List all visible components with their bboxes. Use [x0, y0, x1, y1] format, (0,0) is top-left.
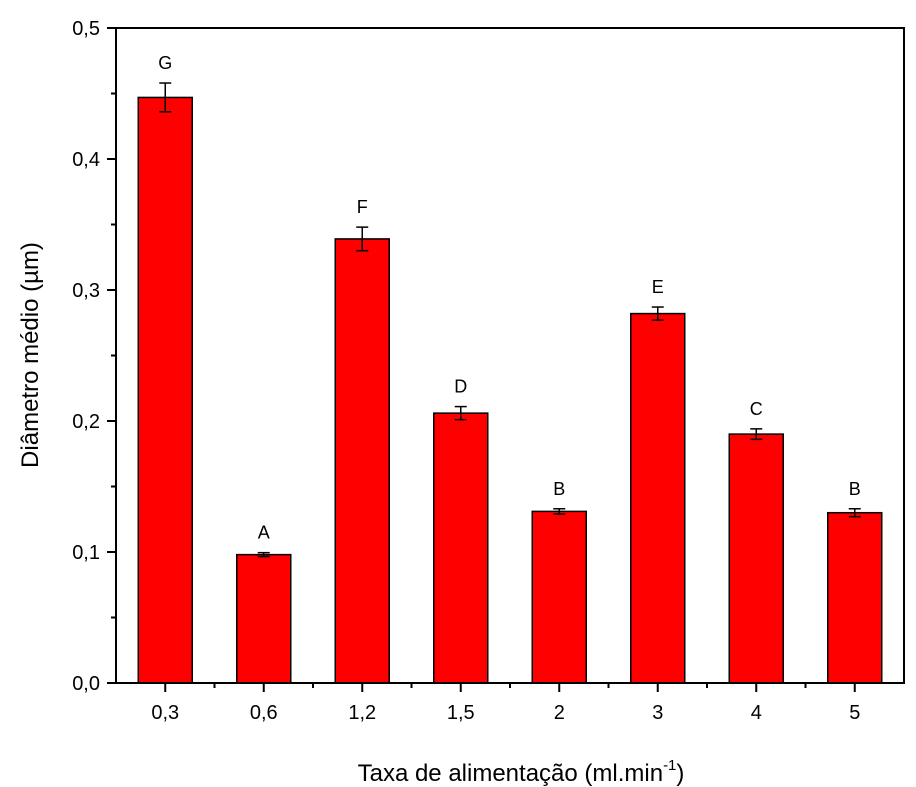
y-tick-label: 0,2: [72, 411, 100, 433]
x-tick-label: 5: [849, 702, 860, 724]
significance-letter: E: [652, 277, 664, 297]
x-axis-title: Taxa de alimentação (ml.min-1): [358, 757, 685, 787]
bars-layer: G A F D B E C B: [137, 53, 883, 684]
bar: [334, 238, 390, 684]
significance-letter: B: [849, 479, 861, 499]
x-tick-label: 1,2: [348, 702, 376, 724]
x-tick-label: 1,5: [447, 702, 475, 724]
significance-letter: D: [454, 377, 467, 397]
y-ticks: 0,0 0,1 0,2 0,3 0,4 0,5: [72, 18, 116, 695]
significance-letter: B: [553, 479, 565, 499]
bar: [531, 510, 587, 684]
plot-frame: [115, 27, 905, 684]
x-tick-label: 3: [652, 702, 663, 724]
bar: [728, 433, 784, 684]
bar: [137, 96, 193, 684]
y-tick-label: 0,4: [72, 149, 100, 171]
x-axis-title-superscript: -1: [663, 757, 676, 774]
significance-letter: G: [158, 53, 172, 73]
axes-layer: [115, 27, 905, 684]
bar: [236, 553, 292, 684]
x-ticks: 0,3 0,6 1,2 1,5 2 3 4 5: [151, 683, 860, 724]
bar: [827, 511, 883, 684]
bar: [433, 412, 489, 684]
y-axis-title: Diâmetro médio (µm): [17, 242, 44, 468]
x-tick-label: 0,6: [250, 702, 278, 724]
x-tick-label: 4: [751, 702, 762, 724]
x-tick-label: 0,3: [151, 702, 179, 724]
significance-letter: F: [357, 197, 368, 217]
y-tick-label: 0,1: [72, 542, 100, 564]
significance-letter: A: [258, 523, 270, 543]
x-axis-title-close: ): [676, 760, 684, 787]
bar: [630, 312, 686, 684]
significance-letter: C: [750, 399, 763, 419]
y-tick-label: 0,5: [72, 18, 100, 40]
y-tick-label: 0,0: [72, 673, 100, 695]
x-axis-title-main: Taxa de alimentação (ml.min: [358, 760, 663, 787]
x-tick-label: 2: [554, 702, 565, 724]
y-tick-label: 0,3: [72, 280, 100, 302]
